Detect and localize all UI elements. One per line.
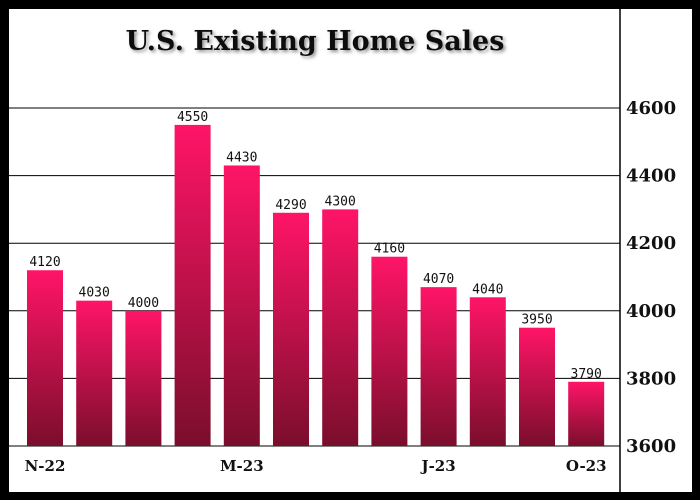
bar-value-label: 4550 <box>177 110 208 125</box>
bar-value-label: 4430 <box>226 150 257 165</box>
y-tick-label: 4200 <box>626 233 676 254</box>
bar-value-label: 3950 <box>521 313 552 328</box>
bars <box>27 124 605 447</box>
y-tick-label: 3800 <box>626 368 676 389</box>
axes: 3600 3800 4000 4200 4400 4600 N-22 M-23 J-23 O-23 <box>25 9 676 492</box>
bar-value-label: 4070 <box>423 272 454 287</box>
bar <box>568 381 605 446</box>
y-tick-label: 4400 <box>626 166 676 187</box>
y-tick-label: 4600 <box>626 98 676 119</box>
bar-value-label: 4120 <box>29 255 60 270</box>
bar-value-label: 4030 <box>79 286 110 301</box>
x-tick-label: N-22 <box>25 457 66 475</box>
bar-value-label: 4160 <box>374 242 405 257</box>
bar <box>76 300 113 446</box>
bar-value-label: 4300 <box>325 194 356 209</box>
bar <box>519 327 555 446</box>
bar <box>469 297 506 446</box>
bar-value-labels: 4120 4030 4000 4550 4430 4290 4300 4160 4070 4040… <box>29 110 602 382</box>
x-tick-label: J-23 <box>419 457 455 475</box>
x-tick-label: M-23 <box>220 457 264 475</box>
x-tick-label: O-23 <box>566 457 607 475</box>
bar <box>371 256 408 446</box>
bar <box>273 212 309 446</box>
bar <box>223 165 260 446</box>
bar <box>174 124 211 447</box>
bar <box>322 209 359 446</box>
bar-value-label: 4000 <box>128 296 159 311</box>
bar <box>420 287 457 446</box>
bar <box>125 310 162 446</box>
chart-title: U.S. Existing Home Sales <box>126 26 505 57</box>
bar-value-label: 3790 <box>571 367 602 382</box>
y-tick-label: 3600 <box>626 436 676 457</box>
bar-value-label: 4290 <box>275 198 306 213</box>
bar-value-label: 4040 <box>472 282 503 297</box>
y-tick-label: 4000 <box>626 301 676 322</box>
bar <box>27 270 63 446</box>
